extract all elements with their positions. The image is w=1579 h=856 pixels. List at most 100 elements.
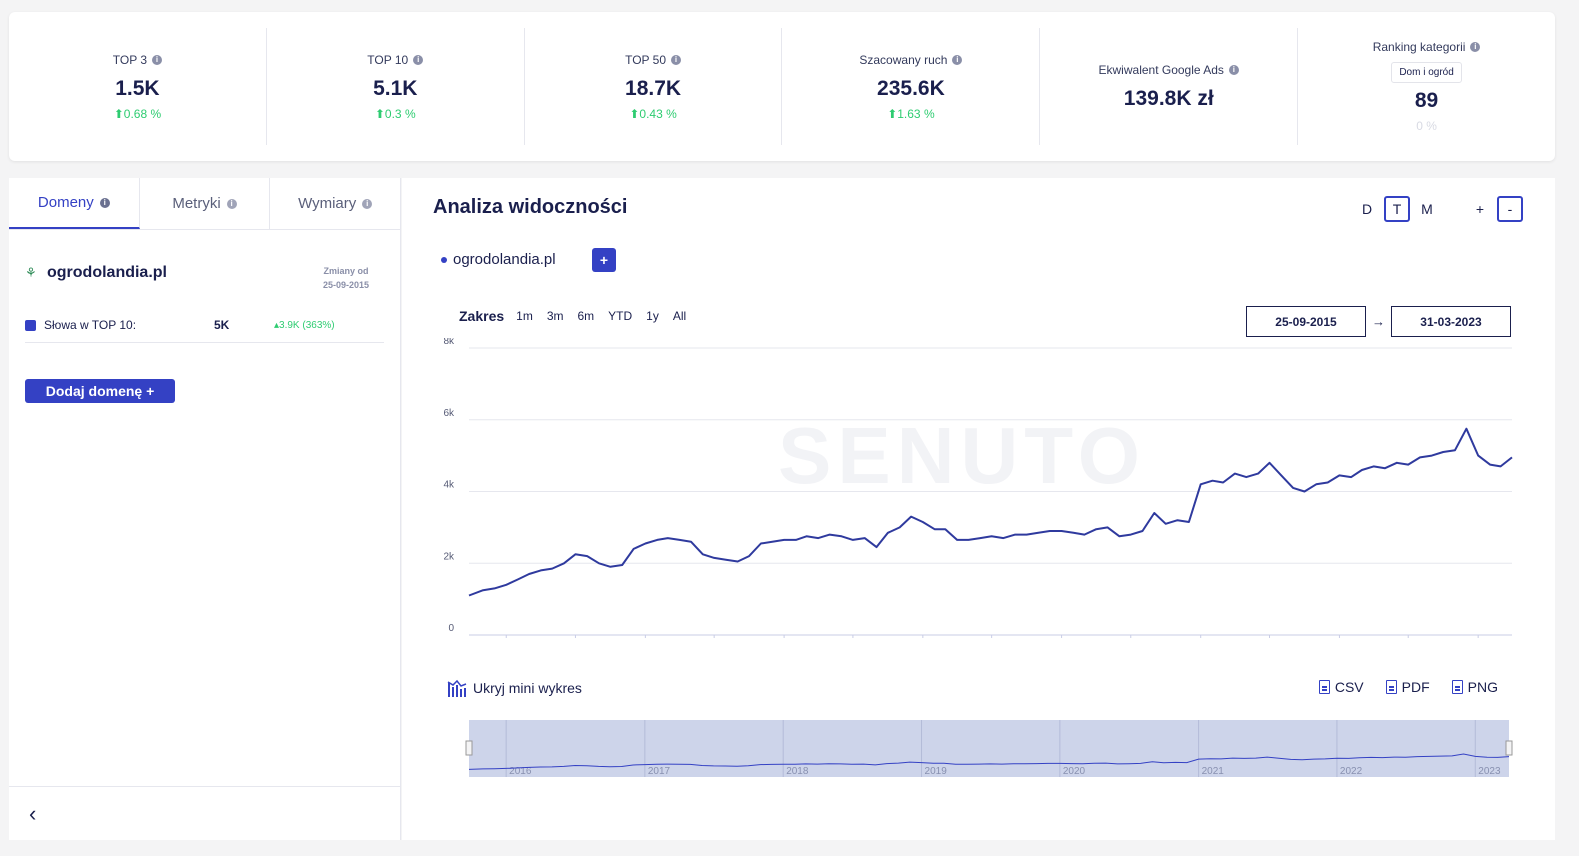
- zoom-out-button[interactable]: -: [1497, 196, 1523, 222]
- range-all-button[interactable]: All: [672, 309, 687, 323]
- period-switch: D T M: [1354, 196, 1440, 222]
- metric-value: 5K: [214, 318, 230, 332]
- series-line: [468, 427, 1513, 597]
- add-series-button[interactable]: +: [592, 248, 616, 272]
- stat-top10: TOP 10 i 5.1K ⬆0.3 %: [267, 28, 525, 145]
- navigator-year-label: 2018: [786, 766, 809, 777]
- left-panel: Domeny i Metryki i Wymiary i ⚘ ogrodolandia…: [9, 178, 401, 840]
- export-buttons: CSV PDF PNG: [1318, 679, 1498, 695]
- tab-bar: Domeny i Metryki i Wymiary i: [9, 178, 400, 230]
- visibility-panel: Analiza widoczności D T M + - ogrodoland…: [402, 178, 1555, 840]
- stat-label: TOP 50: [625, 52, 667, 67]
- range-3m-button[interactable]: 3m: [546, 309, 564, 323]
- stat-label: Ranking kategorii: [1372, 40, 1466, 54]
- stat-value: 89: [1414, 89, 1439, 112]
- navigator-handle: [465, 740, 473, 756]
- tab-metrics[interactable]: Metryki i: [140, 178, 271, 229]
- legend-item[interactable]: ogrodolandia.pl: [441, 251, 556, 268]
- export-png-button[interactable]: PNG: [1451, 679, 1498, 695]
- tab-domains[interactable]: Domeny i: [9, 178, 140, 229]
- zoom-switch: + -: [1467, 196, 1523, 222]
- mini-chart-navigator[interactable]: 2016 2017 2018 2019 2020 2021 2022 2023: [402, 715, 1555, 795]
- info-icon[interactable]: i: [671, 54, 682, 65]
- info-icon[interactable]: i: [1470, 42, 1481, 52]
- y-tick-label: 6k: [443, 408, 455, 419]
- date-range: 25-09-2015 → 31-03-2023: [1246, 306, 1511, 337]
- chevron-left-icon[interactable]: ‹: [29, 801, 37, 826]
- stat-value: 139.8K zł: [1123, 86, 1214, 110]
- export-pdf-button[interactable]: PDF: [1385, 679, 1430, 695]
- info-icon[interactable]: i: [99, 197, 110, 208]
- zoom-in-button[interactable]: +: [1475, 201, 1485, 217]
- navigator-year-label: 2022: [1340, 766, 1363, 777]
- stat-change: ⬆1.63 %: [887, 106, 935, 121]
- navigator-line: [468, 753, 1510, 770]
- navigator-year-label: 2016: [509, 766, 532, 777]
- image-file-icon: [1451, 680, 1463, 694]
- info-icon[interactable]: i: [152, 54, 163, 65]
- stat-change: ⬆0.68 %: [113, 106, 162, 121]
- category-badge: Dom i ogród: [1391, 62, 1462, 83]
- series-color-swatch: [25, 319, 36, 331]
- stat-label: Szacowany ruch: [859, 52, 948, 67]
- range-6m-button[interactable]: 6m: [577, 309, 595, 323]
- watermark: SENUTO: [778, 411, 1146, 500]
- metric-label: Słowa w TOP 10:: [44, 318, 137, 332]
- export-csv-button[interactable]: CSV: [1318, 679, 1364, 695]
- stat-ads-equivalent: Ekwiwalent Google Ads i 139.8K zł: [1040, 28, 1299, 145]
- range-1m-button[interactable]: 1m: [516, 309, 533, 323]
- tab-dimensions[interactable]: Wymiary i: [270, 178, 400, 229]
- y-tick-label: 8k: [443, 338, 455, 347]
- range-ytd-button[interactable]: YTD: [608, 309, 633, 323]
- stat-top50: TOP 50 i 18.7K ⬆0.43 %: [525, 28, 783, 145]
- metric-row: Słowa w TOP 10: 5K ▴3.9K (363%): [25, 318, 384, 343]
- y-tick-label: 0: [448, 623, 454, 634]
- page-title: Analiza widoczności: [433, 196, 628, 218]
- y-tick-label: 4k: [443, 480, 455, 491]
- metric-change: ▴3.9K (363%): [274, 319, 335, 331]
- arrow-right-icon: →: [1372, 314, 1385, 329]
- period-week-button[interactable]: T: [1384, 196, 1410, 222]
- navigator-year-label: 2017: [648, 766, 671, 777]
- navigator-year-label: 2023: [1478, 766, 1501, 777]
- stat-value: 5.1K: [373, 76, 418, 100]
- navigator-year-label: 2020: [1063, 766, 1086, 777]
- info-icon[interactable]: i: [413, 54, 424, 65]
- info-icon[interactable]: i: [952, 54, 963, 65]
- domain-name[interactable]: ogrodolandia.pl: [47, 264, 167, 281]
- range-selector: Zakres 1m 3m 6m YTD 1y All: [459, 308, 686, 324]
- hide-mini-chart-toggle[interactable]: Ukryj mini wykres: [447, 679, 582, 697]
- stat-change: ⬆0.3 %: [374, 106, 416, 121]
- csv-file-icon: [1318, 680, 1330, 694]
- visibility-chart[interactable]: SENUTO02k4k6k8k1 sty 161 lip 161 sty 171…: [402, 338, 1555, 638]
- date-to-input[interactable]: 31-03-2023: [1391, 306, 1511, 337]
- navigator-year-label: 2021: [1202, 766, 1225, 777]
- stat-value: 1.5K: [115, 76, 160, 100]
- date-from-input[interactable]: 25-09-2015: [1246, 306, 1366, 337]
- navigator-selection: [469, 720, 1509, 777]
- navigator-year-label: 2019: [925, 766, 948, 777]
- stat-value: 18.7K: [625, 76, 682, 100]
- y-tick-label: 2k: [443, 551, 455, 562]
- period-month-button[interactable]: M: [1421, 201, 1433, 217]
- stat-category-ranking: Ranking kategorii i Dom i ogród 89 0 %: [1298, 28, 1555, 145]
- info-icon[interactable]: i: [1228, 64, 1239, 75]
- stat-change: 0 %: [1416, 119, 1437, 133]
- info-icon[interactable]: i: [362, 198, 373, 209]
- range-label: Zakres: [459, 308, 505, 324]
- range-1y-button[interactable]: 1y: [646, 309, 659, 323]
- stat-label: Ekwiwalent Google Ads: [1098, 62, 1224, 77]
- stat-top3: TOP 3 i 1.5K ⬆0.68 %: [9, 28, 267, 145]
- period-day-button[interactable]: D: [1361, 201, 1373, 217]
- stat-value: 235.6K: [877, 76, 945, 100]
- stat-change: ⬆0.43 %: [629, 106, 677, 121]
- navigator-handle: [1505, 740, 1513, 756]
- pdf-file-icon: [1385, 680, 1397, 694]
- info-icon[interactable]: i: [226, 198, 237, 209]
- add-domain-button[interactable]: Dodaj domenę +: [25, 379, 175, 403]
- stat-label: TOP 3: [112, 52, 148, 67]
- plant-icon: ⚘: [25, 265, 37, 280]
- stat-traffic: Szacowany ruch i 235.6K ⬆1.63 %: [782, 28, 1041, 145]
- bar-chart-icon: [447, 679, 467, 697]
